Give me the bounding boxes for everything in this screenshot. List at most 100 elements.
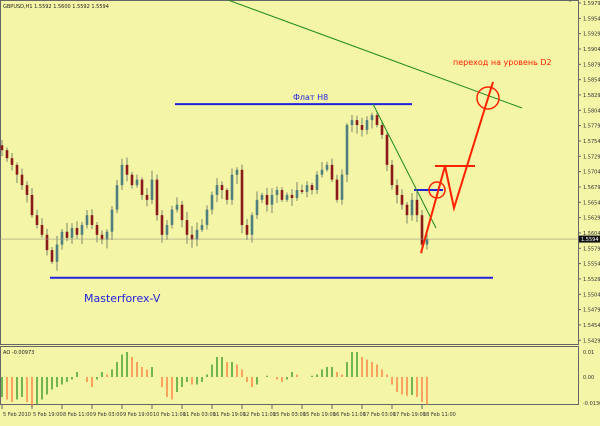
current-price-box (579, 235, 600, 243)
candle-body (130, 174, 134, 186)
price-tick-label: 1.5779 (583, 124, 600, 130)
current-price-label: 1.5594 (581, 237, 599, 243)
price-tick-label: 1.5579 (583, 246, 600, 252)
annotations-layer (50, 0, 523, 279)
price-tick-label: 1.5454 (583, 323, 600, 329)
price-tick-label: 1.5629 (583, 216, 600, 222)
candle-body (65, 231, 69, 238)
candle-body (110, 209, 114, 232)
price-tick-label: 1.5729 (583, 154, 600, 160)
candle-body (105, 231, 109, 240)
candle-body (90, 215, 94, 225)
candle-body (240, 169, 244, 225)
candle-body (265, 194, 269, 205)
time-tick-label: 16 Feb 11:00 (333, 412, 366, 418)
candle-body (165, 224, 169, 235)
candle-body (215, 185, 219, 195)
candle-body (270, 194, 274, 205)
candle-body (85, 215, 89, 225)
price-tick-label: 1.5554 (583, 262, 600, 268)
candle-body (245, 224, 249, 235)
candle-body (295, 190, 299, 198)
candle-body (160, 215, 164, 235)
candle-body (35, 215, 39, 225)
target-d2-label: переход на уровень D2 (453, 58, 552, 67)
candle-body (210, 194, 214, 210)
symbol-header: GBPUSD,H1 1.5592 1.5600 1.5592 1.5594 (3, 4, 109, 10)
candle-body (395, 185, 399, 195)
long-trendline (227, 0, 523, 109)
candle-body (45, 234, 49, 251)
target-circle (476, 86, 500, 110)
candle-body (80, 224, 84, 235)
flat-h8-label: Флат H8 (293, 93, 328, 102)
candle-body (370, 115, 374, 121)
candle-body (200, 224, 204, 230)
candle-body (225, 190, 229, 200)
main-panel-frame (0, 0, 579, 345)
candle-body (235, 169, 239, 175)
forecast-path (420, 81, 494, 254)
candle-body (195, 229, 199, 240)
candle-body (400, 194, 404, 205)
candle-body (355, 120, 359, 126)
indicator-panel-frame (0, 346, 579, 405)
price-tick-label: 1.5804 (583, 108, 600, 114)
price-tick-label: 1.5879 (583, 62, 600, 68)
price-tick-label: 1.5429 (583, 338, 600, 344)
time-tick-label: 9 Feb 03:00 (93, 412, 123, 418)
candle-body (15, 164, 19, 175)
time-tick-label: 5 Feb 19:00 (33, 412, 63, 418)
price-tick-label: 1.5604 (583, 231, 600, 237)
ao-tick-label: 0.00 (583, 375, 594, 381)
price-tick-label: 1.5754 (583, 139, 600, 145)
candle-body (60, 231, 64, 245)
candle-body (405, 204, 409, 216)
time-tick-label: 5 Feb 2010 (3, 412, 31, 418)
candle-body (185, 220, 189, 235)
ao-tick-label: 0.01 (583, 350, 594, 356)
candle-body (25, 185, 29, 195)
candle-body (290, 194, 294, 198)
time-tick-label: 15 Feb 03:00 (273, 412, 306, 418)
time-tick-label: 11 Feb 03:00 (183, 412, 216, 418)
price-tick-label: 1.5529 (583, 277, 600, 283)
ao-histogram (1, 352, 428, 408)
candle-body (320, 169, 324, 175)
candle-body (220, 185, 224, 191)
candle-body (175, 204, 179, 210)
candle-body (230, 174, 234, 200)
masterforex-watermark: Masterforex-V (84, 292, 161, 305)
candle-body (5, 150, 9, 159)
ao-label: AO -0.00973 (3, 350, 34, 356)
candle-body (325, 164, 329, 170)
price-tick-label: 1.5904 (583, 47, 600, 53)
candle-body (190, 234, 194, 240)
candle-body (100, 234, 104, 240)
price-tick-label: 1.5954 (583, 16, 600, 22)
time-tick-label: 11 Feb 19:00 (213, 412, 246, 418)
time-tick-label: 17 Feb 03:00 (363, 412, 396, 418)
candle-body (20, 174, 24, 186)
candle-body (365, 120, 369, 130)
candle-body (170, 209, 174, 225)
price-tick-label: 1.5654 (583, 200, 600, 206)
candle-body (140, 179, 144, 195)
candle-body (410, 199, 414, 216)
candle-body (150, 179, 154, 200)
candle-body (350, 120, 354, 126)
candle-body (255, 199, 259, 216)
ao-tick-label: -0.01301 (583, 401, 600, 407)
time-tick-label: 17 Feb 19:00 (393, 412, 426, 418)
candle-body (375, 115, 379, 126)
candle-body (330, 164, 334, 180)
price-axis: 1.5979 1.5954 1.5929 1.5904 1.5879 1.5854 1.58… (0, 1, 600, 407)
candle-body (125, 164, 129, 175)
candle-body (120, 164, 124, 186)
price-tick-label: 1.5829 (583, 93, 600, 99)
time-tick-label: 10 Feb 11:00 (153, 412, 186, 418)
price-tick-label: 1.5479 (583, 308, 600, 314)
candle-body (315, 174, 319, 191)
